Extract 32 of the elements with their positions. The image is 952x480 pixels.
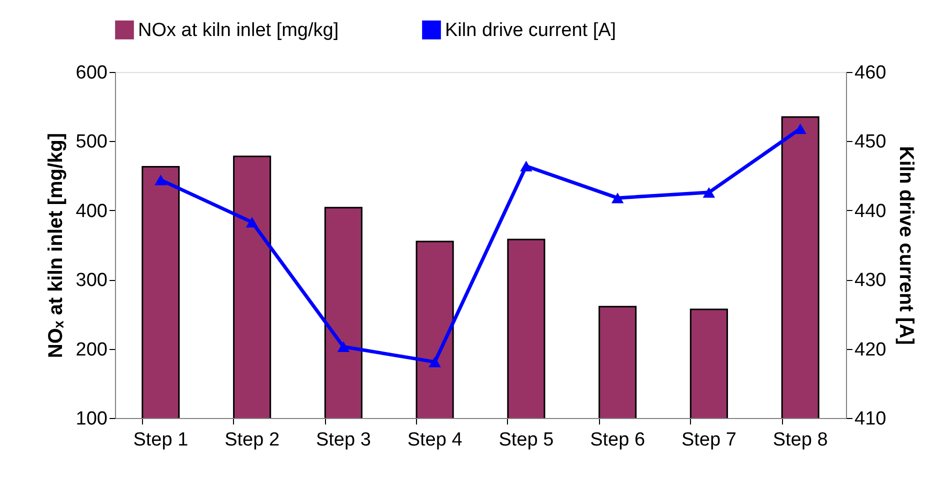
point bbox=[428, 356, 441, 368]
x-tick-label: Step 5 bbox=[498, 430, 554, 450]
point bbox=[154, 174, 167, 186]
point bbox=[794, 123, 806, 134]
y2-tick-label: 450 bbox=[854, 132, 886, 153]
x-tick-label: Step 7 bbox=[681, 430, 736, 450]
y2-tick-label: 430 bbox=[854, 270, 886, 292]
y2-tick-label: 440 bbox=[854, 200, 886, 222]
point bbox=[246, 216, 258, 228]
y-tick-label: 300 bbox=[76, 270, 108, 292]
point bbox=[520, 160, 532, 172]
y-axis-title: NOₓ at kiln inlet [mg/kg] bbox=[44, 132, 67, 358]
point bbox=[702, 187, 716, 198]
y2-axis-title: Kiln drive current [A] bbox=[895, 146, 918, 345]
x-tick-label: Step 6 bbox=[590, 430, 646, 450]
point bbox=[337, 341, 350, 352]
x-tick-label: Step 3 bbox=[316, 430, 371, 450]
y-tick-label: 600 bbox=[76, 62, 108, 84]
x-tick-label: Step 8 bbox=[772, 430, 828, 450]
legend-label: NOx at kiln inlet [mg/kg] bbox=[138, 20, 339, 41]
y-tick-label: 500 bbox=[76, 132, 108, 153]
y-tick-label: 200 bbox=[76, 339, 108, 360]
y-tick-label: 400 bbox=[76, 200, 108, 222]
y-tick-label: 100 bbox=[76, 408, 108, 430]
x-tick-label: Step 1 bbox=[133, 430, 188, 450]
y2-tick-label: 420 bbox=[854, 339, 886, 360]
y2-tick-label: 410 bbox=[854, 408, 886, 430]
legend-label: Kiln drive current [A] bbox=[445, 20, 616, 41]
x-tick-label: Step 2 bbox=[224, 430, 280, 450]
point bbox=[611, 192, 624, 204]
x-tick-label: Step 4 bbox=[407, 430, 463, 450]
y2-tick-label: 460 bbox=[854, 62, 886, 84]
